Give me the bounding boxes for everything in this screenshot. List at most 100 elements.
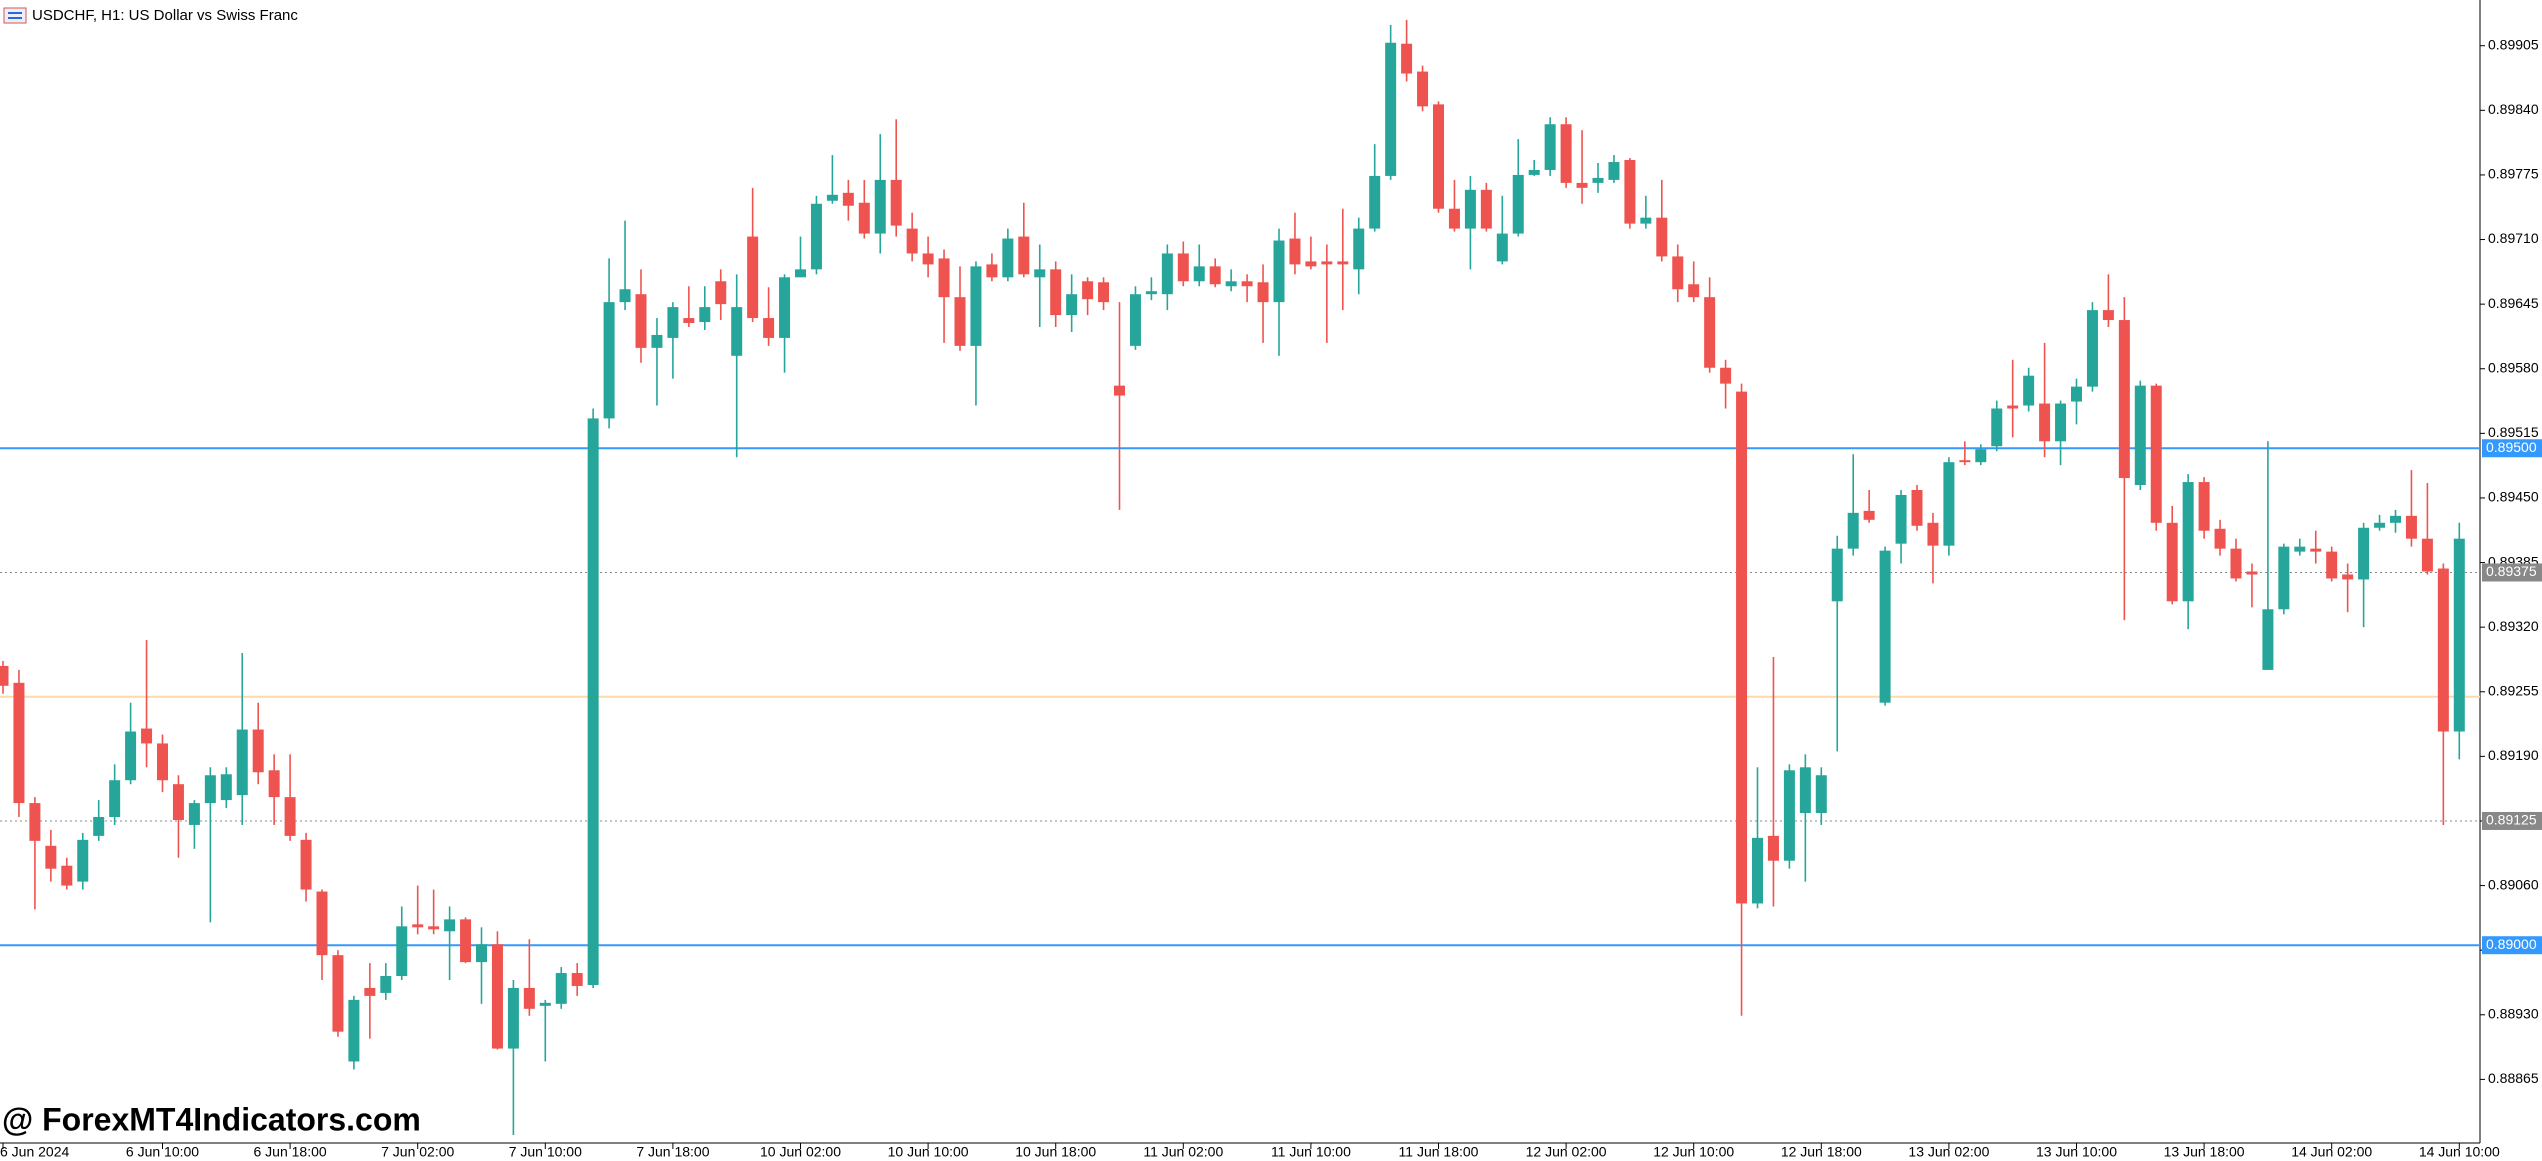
candle-body: [252, 729, 264, 773]
y-tick-label: 0.89645: [2488, 295, 2539, 311]
x-tick-label: 11 Jun 10:00: [1271, 1144, 1351, 1160]
candle-body: [2310, 548, 2322, 552]
candle-body: [1177, 253, 1189, 282]
candle-body: [1927, 522, 1939, 546]
candle-body: [2453, 538, 2465, 732]
x-tick-label: 13 Jun 10:00: [2036, 1144, 2117, 1160]
level-label: 0.89125: [2486, 812, 2537, 828]
candle-body: [1018, 236, 1030, 275]
candle-body: [141, 728, 153, 744]
candle-body: [172, 784, 184, 820]
candle-body: [61, 865, 73, 886]
chart-icon: [3, 7, 27, 24]
candle-body: [1114, 385, 1125, 396]
candle-body: [45, 845, 57, 869]
candle-body: [428, 926, 440, 930]
candle-body: [507, 987, 519, 1049]
level-label: 0.89500: [2486, 439, 2537, 455]
candle-body: [2342, 574, 2354, 580]
candle-body: [2390, 515, 2401, 523]
candle-body: [380, 976, 392, 993]
level-label-box: [2482, 936, 2542, 955]
candle-body: [954, 297, 966, 346]
candle-body: [1624, 160, 1636, 224]
candle-body: [1401, 43, 1413, 74]
candle-body: [779, 277, 791, 338]
candle-body: [1799, 767, 1811, 814]
candle-body: [1145, 291, 1157, 295]
candle-body: [1273, 240, 1285, 303]
candle-body: [396, 926, 408, 977]
candle-body: [2405, 515, 2417, 539]
candle-body: [1034, 269, 1046, 278]
candle-body: [1337, 261, 1349, 265]
candle-body: [1879, 550, 1891, 703]
y-tick-label: 0.89710: [2488, 230, 2539, 246]
candle-body: [109, 780, 121, 817]
candle-body: [2007, 405, 2019, 409]
x-tick-label: 12 Jun 18:00: [1781, 1144, 1862, 1160]
candle-body: [1895, 494, 1907, 544]
candle-body: [874, 179, 886, 234]
candle-body: [1257, 282, 1269, 303]
candle-body: [93, 816, 105, 836]
candle-body: [986, 264, 998, 278]
candle-body: [1369, 175, 1381, 229]
candle-body: [1241, 281, 1253, 287]
candle-body: [635, 294, 647, 348]
candle-body: [125, 731, 137, 781]
candle-body: [1321, 261, 1333, 265]
x-tick-label: 10 Jun 02:00: [760, 1144, 841, 1160]
candle-body: [2055, 403, 2067, 442]
candle-body: [13, 682, 25, 804]
candle-body: [1656, 217, 1668, 257]
candle-body: [683, 318, 695, 324]
candle-body: [1959, 460, 1971, 463]
candle-body: [77, 839, 89, 882]
candle-body: [2358, 527, 2370, 580]
candle-body: [587, 418, 599, 985]
candle-body: [1353, 228, 1365, 270]
candle-body: [2086, 310, 2098, 387]
y-tick-label: 0.89060: [2488, 876, 2539, 892]
candle-body: [1736, 391, 1748, 904]
candle-body: [1767, 835, 1779, 861]
candle-body: [2134, 385, 2146, 486]
candle-body: [460, 919, 472, 963]
level-label: 0.89000: [2486, 936, 2537, 952]
candle-body: [699, 307, 711, 323]
candle-body: [2039, 403, 2051, 442]
candle-body: [188, 803, 200, 825]
x-tick-label: 12 Jun 10:00: [1653, 1144, 1734, 1160]
candle-body: [157, 743, 168, 781]
x-tick-label: 14 Jun 02:00: [2291, 1144, 2372, 1160]
candle-body: [906, 228, 918, 254]
candle-body: [715, 281, 727, 305]
candle-body: [491, 944, 503, 1049]
chart-title: USDCHF, H1: US Dollar vs Swiss Franc: [32, 7, 298, 24]
plot-area: [0, 19, 2480, 1136]
candle-body: [1433, 104, 1444, 209]
candle-body: [1305, 261, 1317, 267]
candle-body: [476, 944, 487, 963]
candle-body: [1002, 238, 1014, 278]
candle-body: [938, 258, 950, 298]
x-tick-label: 10 Jun 10:00: [888, 1144, 969, 1160]
candle-body: [2118, 320, 2130, 479]
x-tick-label: 6 Jun 2024: [0, 1144, 69, 1160]
x-tick-label: 7 Jun 10:00: [509, 1144, 582, 1160]
candle-body: [2198, 482, 2210, 531]
candle-body: [1082, 281, 1094, 300]
candle-body: [1225, 281, 1237, 287]
y-tick-label: 0.89450: [2488, 489, 2539, 505]
y-tick-label: 0.89515: [2488, 424, 2539, 440]
candle-body: [1528, 169, 1540, 175]
candle-body: [2166, 522, 2178, 602]
candle-body: [1831, 548, 1843, 602]
candle-body: [1640, 217, 1652, 224]
candle-body: [1847, 512, 1859, 549]
candle-body: [1704, 297, 1716, 368]
x-tick-label: 7 Jun 18:00: [636, 1144, 709, 1160]
y-tick-label: 0.89775: [2488, 166, 2539, 182]
